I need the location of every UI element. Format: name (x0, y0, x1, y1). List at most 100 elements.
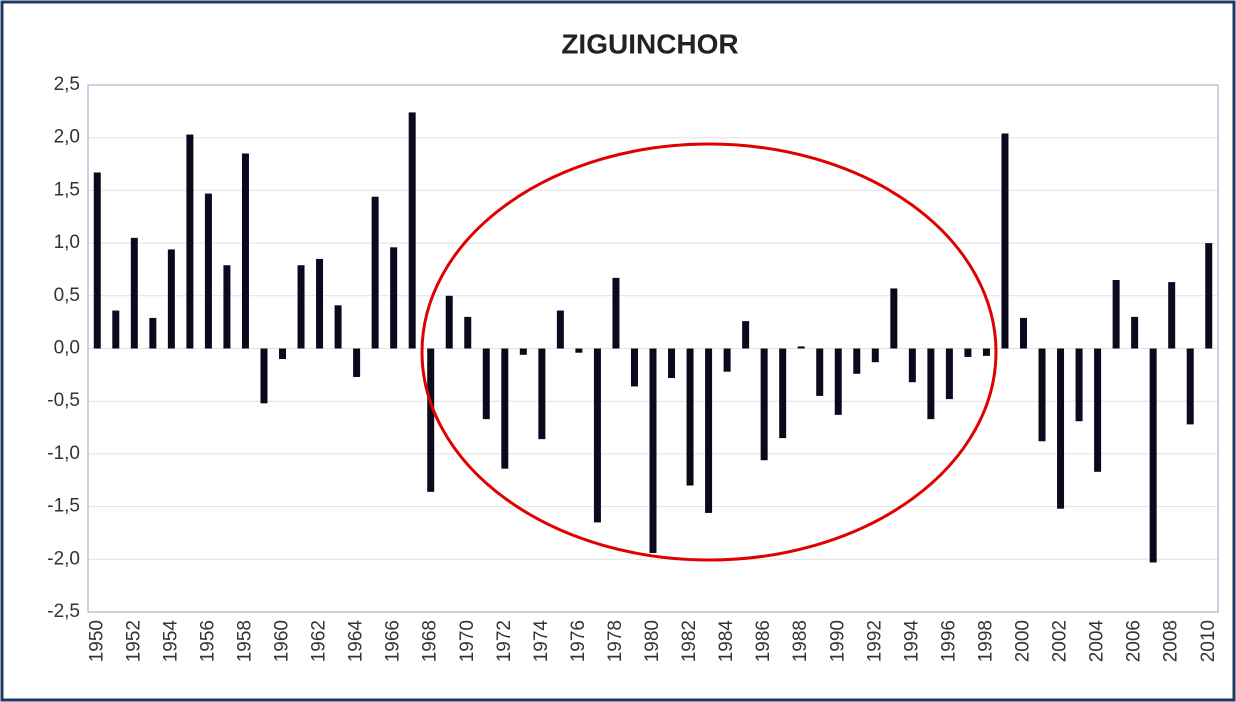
bar (705, 348, 713, 513)
bar (279, 348, 287, 360)
x-tick-label: 1992 (864, 620, 885, 662)
bar (1131, 316, 1139, 349)
y-tick-label: -2,5 (47, 601, 80, 622)
x-tick-label: 1964 (346, 620, 367, 663)
bar (93, 172, 101, 349)
bar (167, 249, 175, 349)
x-tick-label: 1972 (494, 620, 515, 662)
bar (1205, 243, 1213, 349)
x-tick-label: 1976 (568, 620, 589, 662)
y-tick-label: 2,0 (54, 127, 80, 148)
bar (482, 348, 490, 420)
bar (316, 258, 324, 349)
bar (353, 348, 361, 377)
y-tick-label: 0,0 (54, 338, 80, 359)
bar (1112, 279, 1120, 349)
highlight-ellipse (420, 142, 998, 562)
y-tick-label: 0,5 (54, 285, 80, 306)
x-tick-label: 1994 (901, 620, 922, 663)
y-tick-label: 1,0 (54, 232, 80, 253)
x-tick-label: 1970 (457, 620, 478, 662)
x-tick-label: 1978 (605, 620, 626, 662)
bar (260, 348, 268, 404)
bar (649, 348, 657, 553)
x-tick-label: 1966 (383, 620, 404, 662)
bar (575, 348, 583, 353)
bar (334, 305, 342, 349)
bar (908, 348, 916, 383)
bar (1038, 348, 1046, 442)
bar (982, 348, 990, 356)
bar (149, 317, 157, 349)
y-tick-label: 1,5 (54, 179, 80, 200)
x-tick-label: 1988 (790, 620, 811, 662)
x-tick-label: 2006 (1124, 620, 1145, 662)
bar (501, 348, 509, 469)
bar (612, 277, 620, 349)
bar (630, 348, 638, 387)
bar (519, 348, 527, 355)
bar (853, 348, 861, 374)
bar (1168, 282, 1176, 349)
bar (538, 348, 546, 440)
x-tick-label: 1986 (753, 620, 774, 662)
bar (945, 348, 953, 400)
bar (1019, 317, 1027, 349)
plot-area (87, 84, 1219, 613)
y-tick-label: 2,5 (54, 74, 80, 95)
bar (1149, 348, 1157, 563)
bar (223, 265, 231, 349)
bar (742, 321, 750, 349)
x-tick-label: 1990 (827, 620, 848, 662)
bar (871, 348, 879, 363)
y-tick-label: -0,5 (47, 390, 80, 411)
bar (816, 348, 824, 396)
x-tick-label: 1950 (86, 620, 107, 662)
x-tick-label: 1996 (938, 620, 959, 662)
bar (464, 316, 472, 349)
bar (723, 348, 731, 372)
bar (130, 237, 138, 349)
x-tick-label: 2008 (1161, 620, 1182, 662)
bar (964, 348, 972, 357)
bar (686, 348, 694, 486)
bar (371, 196, 379, 349)
bar (668, 348, 676, 379)
x-tick-label: 1980 (642, 620, 663, 662)
x-tick-label: 1952 (123, 620, 144, 662)
bar (593, 348, 601, 523)
bar (445, 295, 453, 349)
y-tick-label: -1,0 (47, 443, 80, 464)
bar (390, 247, 398, 349)
x-tick-label: 1958 (234, 620, 255, 662)
bar (797, 346, 805, 349)
bar (1075, 348, 1083, 422)
x-tick-label: 1984 (716, 620, 737, 663)
bar (1001, 133, 1009, 349)
x-tick-label: 2002 (1050, 620, 1071, 662)
chart-title: ZIGUINCHOR (561, 28, 738, 59)
y-tick-label: -2,0 (47, 548, 80, 569)
x-tick-label: 1962 (309, 620, 330, 662)
bar (927, 348, 935, 420)
bar (204, 193, 212, 349)
bar (1094, 348, 1102, 472)
x-tick-label: 1998 (975, 620, 996, 662)
x-tick-label: 1954 (160, 620, 181, 663)
x-tick-label: 1982 (679, 620, 700, 662)
x-tick-label: 1974 (531, 620, 552, 663)
bar (779, 348, 787, 439)
y-tick-label: -1,5 (47, 496, 80, 517)
x-tick-label: 1968 (420, 620, 441, 662)
bar (556, 310, 564, 349)
bar (427, 348, 435, 492)
bar (408, 112, 416, 349)
x-tick-label: 2004 (1087, 620, 1108, 663)
bar (760, 348, 768, 461)
bar (834, 348, 842, 415)
bar (1186, 348, 1194, 425)
x-tick-label: 2000 (1013, 620, 1034, 662)
bar (297, 265, 305, 349)
